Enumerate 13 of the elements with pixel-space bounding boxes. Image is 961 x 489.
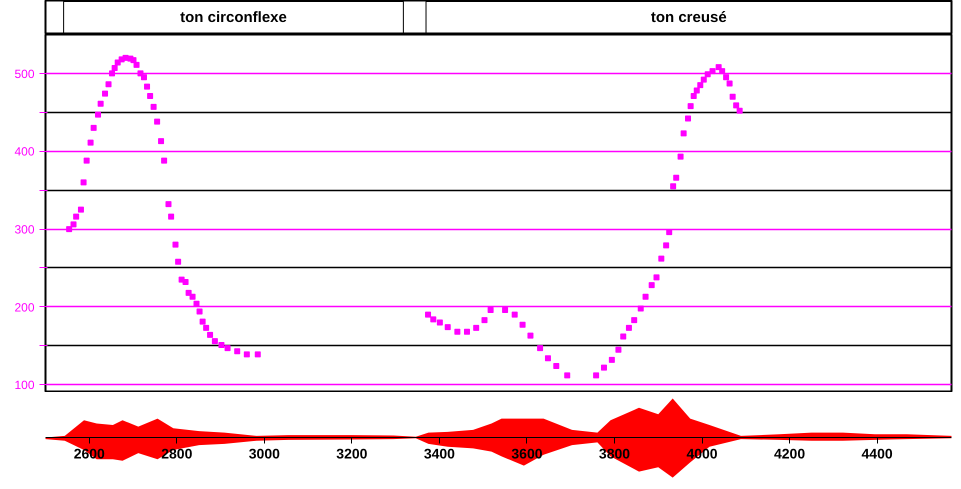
y-tick-label: 400 (14, 144, 35, 159)
text: ton circonflexe (180, 9, 287, 26)
y-tick-label: 100 (14, 378, 35, 392)
x-tick-label: 3400 (424, 446, 456, 462)
x-tick-label: 3600 (511, 446, 543, 462)
x-tick-label: 3200 (336, 446, 368, 462)
y-tick-label: 300 (14, 222, 35, 237)
x-tick-label: 4400 (862, 446, 893, 462)
text: ton creusé (650, 9, 727, 26)
y-tick-label: 500 (14, 66, 35, 81)
y-tick-label: 200 (14, 300, 35, 314)
x-tick-label: 4200 (774, 446, 806, 462)
x-tick-label: 3000 (248, 446, 280, 462)
